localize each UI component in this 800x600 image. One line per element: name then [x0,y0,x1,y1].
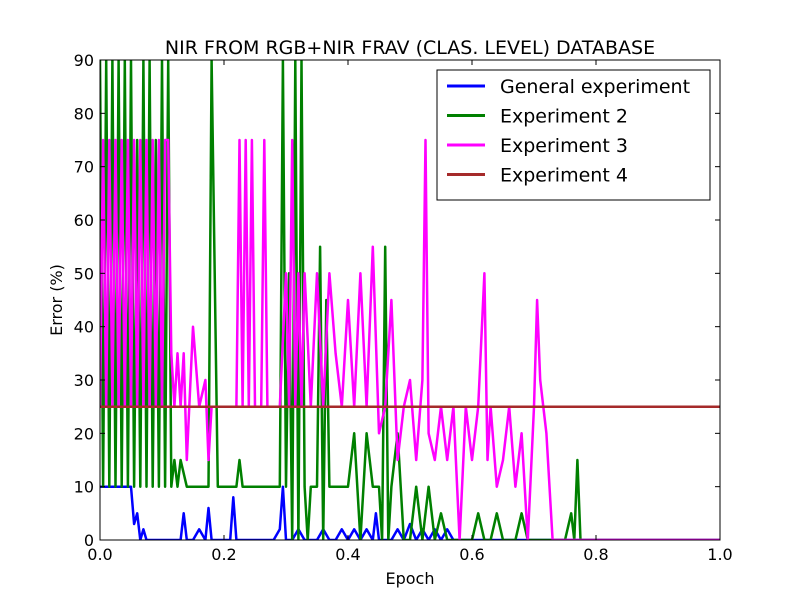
legend-label: Experiment 2 [500,106,628,128]
y-tick-label: 50 [74,264,94,283]
chart-legend: General experiment Experiment 2 Experiment… [436,69,711,201]
series-line-2 [100,60,720,540]
x-tick-label: 0.2 [211,545,236,564]
legend-label: General experiment [500,76,690,98]
legend-box [436,69,711,201]
legend-label: Experiment 4 [500,165,628,187]
y-tick-label: 10 [74,478,94,497]
x-axis-ticks: 0.0 0.2 0.4 0.6 0.8 1.0 [87,60,733,564]
y-tick-label: 30 [74,371,94,390]
y-axis-ticks: 0 10 20 30 40 50 60 70 80 90 [74,51,720,550]
y-tick-label: 60 [74,211,94,230]
y-tick-label: 90 [74,51,94,70]
y-tick-label: 70 [74,158,94,177]
x-axis-title: Epoch [386,569,435,588]
x-tick-label: 0.0 [87,545,112,564]
y-tick-label: 40 [74,318,94,337]
x-tick-label: 1.0 [707,545,732,564]
y-tick-label: 20 [74,424,94,443]
x-tick-label: 0.6 [459,545,484,564]
x-tick-label: 0.8 [583,545,608,564]
series-line-3 [100,138,720,540]
x-tick-label: 0.4 [335,545,360,564]
y-axis-title: Error (%) [47,264,66,336]
plot-frame [99,59,721,541]
y-tick-label: 0 [84,531,94,550]
chart-title: NIR FROM RGB+NIR FRAV (CLAS. LEVEL) DATA… [165,37,655,59]
plot-series-layer [100,60,720,540]
y-tick-label: 80 [74,104,94,123]
legend-label: Experiment 3 [500,135,628,157]
